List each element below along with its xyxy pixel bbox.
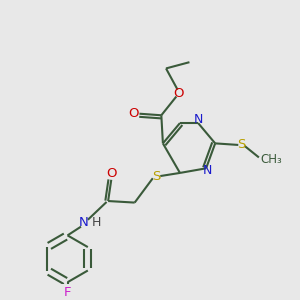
Text: CH₃: CH₃ [261, 153, 283, 167]
Text: N: N [79, 216, 89, 230]
Text: N: N [203, 164, 212, 177]
Text: O: O [128, 107, 139, 120]
Text: H: H [92, 216, 101, 230]
Text: O: O [173, 87, 184, 100]
Text: S: S [152, 169, 161, 183]
Text: F: F [64, 286, 71, 299]
Text: N: N [194, 113, 203, 126]
Text: O: O [106, 167, 116, 180]
Text: S: S [238, 138, 246, 152]
